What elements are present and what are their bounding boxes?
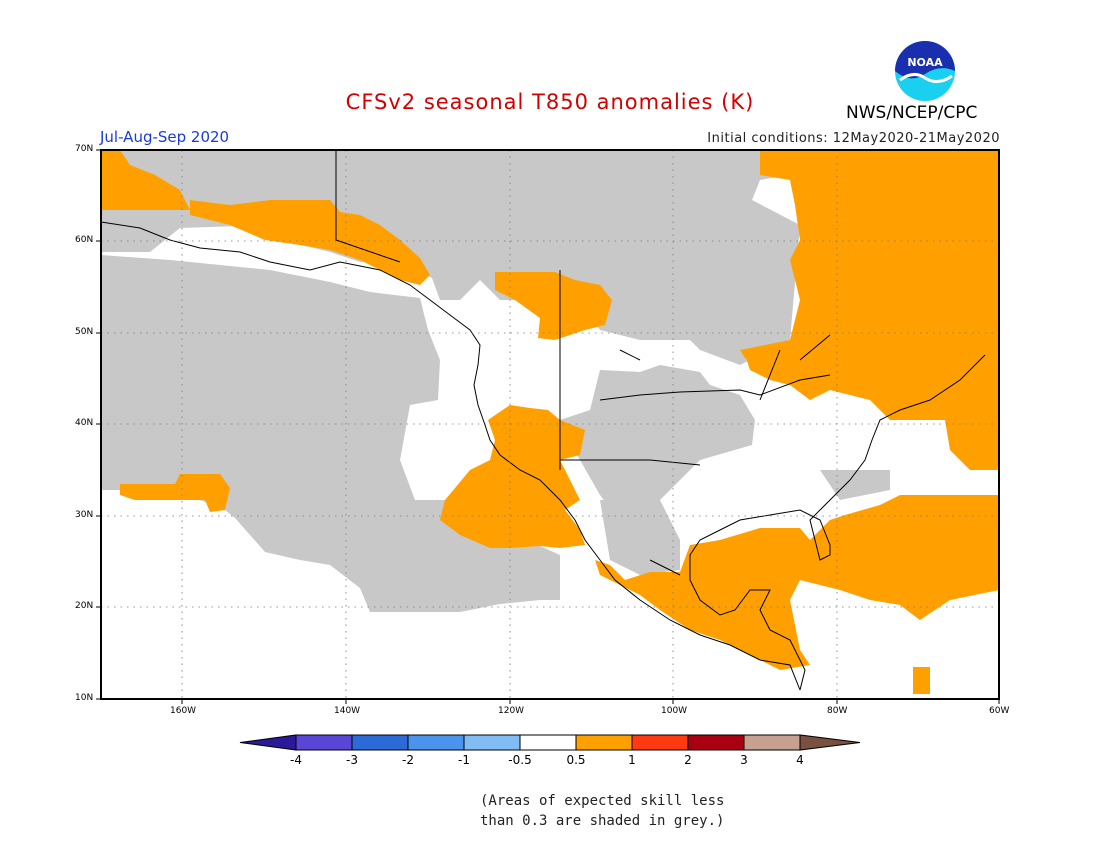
colorbar-tick-label: -3	[346, 753, 358, 767]
lon-label-160w: 160W	[170, 706, 197, 716]
axis-ticks	[96, 149, 1000, 704]
coastlines	[101, 150, 986, 691]
colorbar-swatch	[575, 734, 633, 751]
colorbar-tick-label: -1	[458, 753, 470, 767]
skill-note-line-2: than 0.3 are shaded in grey.)	[480, 813, 725, 829]
colorbar-arrow-right	[799, 734, 861, 751]
colorbar-swatch	[295, 734, 353, 751]
colorbar-arrow-left	[239, 734, 297, 751]
logo-text: NOAA	[907, 56, 943, 69]
skill-note-line-1: (Areas of expected skill less	[480, 793, 725, 809]
colorbar-tick-label: 0.5	[566, 753, 586, 767]
colorbar-tick-label: -0.5	[508, 753, 532, 767]
noaa-logo-icon: NOAA	[895, 41, 955, 101]
lon-label-140w: 140W	[334, 706, 361, 716]
skill-note: (Areas of expected skill less than 0.3 a…	[480, 791, 724, 831]
lon-label-80w: 80W	[827, 706, 848, 716]
grid-lines	[101, 150, 999, 699]
lon-label-120w: 120W	[498, 706, 525, 716]
colorbar-swatch	[631, 734, 689, 751]
colorbar-swatch	[687, 734, 745, 751]
colorbar-tick-label: 4	[796, 753, 804, 767]
lat-label-10n: 10N	[75, 693, 94, 703]
colorbar-swatch	[351, 734, 409, 751]
lat-label-20n: 20N	[75, 601, 94, 611]
organization-label: NWS/NCEP/CPC	[846, 103, 978, 123]
colorbar-tick-label: 2	[684, 753, 692, 767]
lat-label-50n: 50N	[75, 327, 94, 337]
colorbar-tick-label: 1	[628, 753, 636, 767]
colorbar-tick-label: 3	[740, 753, 748, 767]
lon-label-60w: 60W	[989, 706, 1010, 716]
lat-label-40n: 40N	[75, 418, 94, 428]
lon-label-100w: 100W	[661, 706, 688, 716]
colorbar-swatch	[743, 734, 801, 751]
chart-title: CFSv2 seasonal T850 anomalies (K)	[345, 90, 755, 114]
colorbar-tick-label: -4	[290, 753, 302, 767]
colorbar-swatch	[463, 734, 521, 751]
lat-label-60n: 60N	[75, 235, 94, 245]
colorbar-swatch	[407, 734, 465, 751]
lat-label-70n: 70N	[75, 144, 94, 154]
colorbar-tick-label: -2	[402, 753, 414, 767]
season-label: Jul-Aug-Sep 2020	[100, 128, 230, 146]
initial-conditions-label: Initial conditions: 12May2020-21May2020	[707, 131, 1000, 146]
colorbar-swatch	[519, 734, 577, 751]
lat-label-30n: 30N	[75, 510, 94, 520]
warm-anomaly-orange-regions	[101, 150, 999, 694]
